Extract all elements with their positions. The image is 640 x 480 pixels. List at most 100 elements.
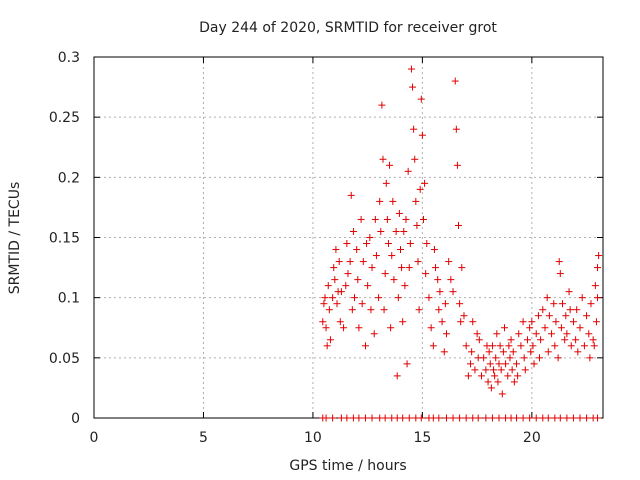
data-point	[482, 414, 490, 422]
tick-labels: 0 5 10 15 20 0 0.05 0.1 0.15 0.2 0.25 0.3	[49, 50, 541, 446]
data-point	[594, 294, 602, 302]
data-point	[485, 348, 493, 356]
data-point	[394, 294, 402, 302]
data-point	[388, 252, 396, 260]
data-point	[554, 354, 562, 362]
data-point	[534, 312, 542, 320]
grid	[94, 57, 603, 418]
data-point	[592, 318, 600, 326]
data-point	[347, 191, 355, 199]
data-point	[405, 264, 413, 272]
data-point	[375, 294, 383, 302]
data-point	[555, 258, 563, 266]
data-point	[419, 215, 427, 223]
data-point	[389, 197, 397, 205]
data-point	[545, 312, 553, 320]
data-point	[403, 360, 411, 368]
data-point	[529, 342, 537, 350]
data-point	[333, 300, 341, 308]
data-point	[556, 414, 564, 422]
data-point	[422, 270, 430, 278]
data-point	[517, 342, 525, 350]
data-point	[380, 306, 388, 314]
data-point	[455, 221, 463, 229]
data-point	[322, 324, 330, 332]
data-point	[434, 276, 442, 284]
data-point	[383, 215, 391, 223]
data-point	[429, 342, 437, 350]
data-point	[521, 366, 529, 374]
data-point	[520, 354, 528, 362]
data-point	[392, 227, 400, 235]
data-point	[378, 101, 386, 109]
data-point	[515, 330, 523, 338]
data-point	[527, 348, 535, 356]
data-point	[563, 414, 571, 422]
data-point	[500, 324, 508, 332]
data-point	[580, 342, 588, 350]
data-point	[449, 414, 457, 422]
data-point	[504, 372, 512, 380]
data-point	[442, 330, 450, 338]
data-point	[447, 276, 455, 284]
data-point	[404, 167, 412, 175]
data-point	[513, 414, 521, 422]
data-point	[386, 161, 394, 169]
data-point	[370, 330, 378, 338]
data-point	[416, 185, 424, 193]
data-point	[475, 336, 483, 344]
data-point	[411, 155, 419, 163]
data-point	[390, 276, 398, 284]
data-point	[482, 366, 490, 374]
data-point	[440, 348, 448, 356]
data-point	[562, 312, 570, 320]
data-point	[401, 282, 409, 290]
data-point	[382, 179, 390, 187]
data-point	[368, 414, 376, 422]
y-tick-label: 0.15	[49, 231, 80, 247]
data-point	[417, 95, 425, 103]
data-point	[432, 264, 440, 272]
data-point	[351, 294, 359, 302]
data-point	[319, 318, 327, 326]
data-point	[509, 348, 517, 356]
data-point	[361, 414, 369, 422]
data-point	[457, 318, 465, 326]
data-point	[583, 414, 591, 422]
data-point	[507, 336, 515, 344]
data-point	[451, 77, 459, 85]
data-point	[425, 294, 433, 302]
data-point	[523, 336, 531, 344]
data-point	[372, 252, 380, 260]
data-point	[519, 414, 527, 422]
data-point	[377, 227, 385, 235]
x-axis-label: GPS time / hours	[289, 458, 406, 474]
data-point	[329, 294, 337, 302]
x-tick-label: 20	[523, 430, 541, 446]
data-point	[480, 354, 488, 362]
data-point	[367, 306, 375, 314]
data-point	[381, 414, 389, 422]
data-point	[325, 306, 333, 314]
data-point	[556, 270, 564, 278]
data-point	[526, 324, 534, 332]
data-point	[361, 342, 369, 350]
data-point	[376, 197, 384, 205]
data-point	[464, 372, 472, 380]
data-point	[477, 372, 485, 380]
data-point	[438, 318, 446, 326]
data-point	[483, 342, 491, 350]
data-point	[474, 414, 482, 422]
data-point	[467, 360, 475, 368]
data-point	[337, 288, 345, 296]
y-axis-label: SRMTID / TECUs	[7, 182, 23, 295]
data-point	[340, 324, 348, 332]
data-point	[496, 342, 504, 350]
data-point	[398, 264, 406, 272]
data-point	[399, 318, 407, 326]
data-point	[445, 258, 453, 266]
y-tick-label: 0.05	[49, 351, 80, 367]
data-point	[590, 342, 598, 350]
data-point	[595, 252, 603, 260]
